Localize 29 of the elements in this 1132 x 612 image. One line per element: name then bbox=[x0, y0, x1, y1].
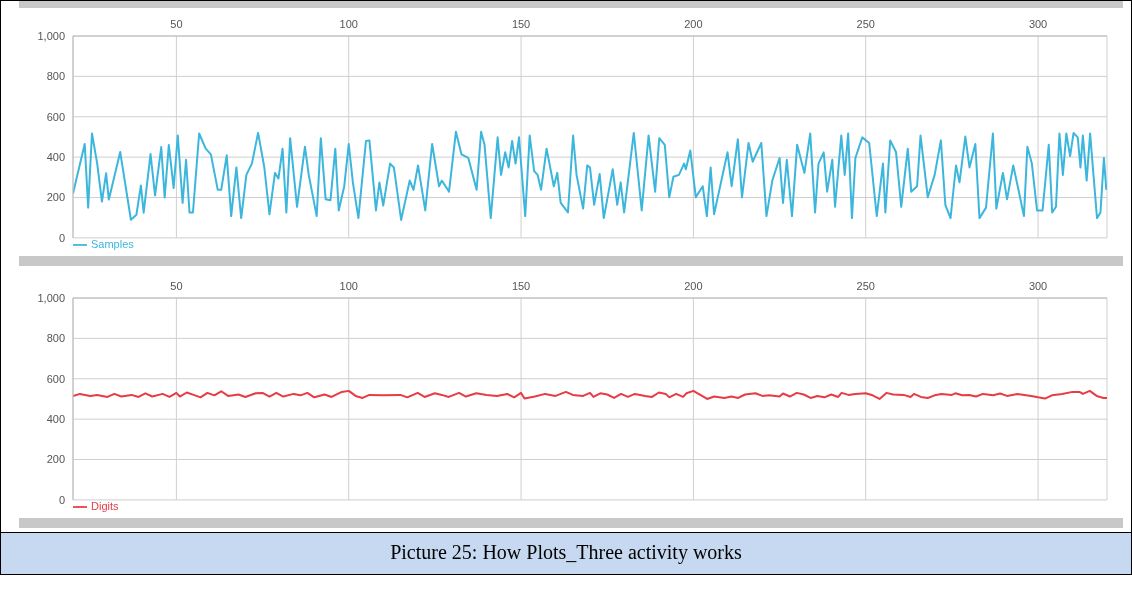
x-tick-label: 100 bbox=[339, 280, 358, 292]
x-tick-label: 150 bbox=[511, 280, 531, 292]
series-label: Samples bbox=[91, 237, 134, 250]
line-series bbox=[73, 130, 1107, 221]
text: Picture 25: How Plots_Three activity works bbox=[1, 532, 1131, 574]
x-tick-label: 250 bbox=[856, 18, 875, 30]
y-tick-label: 1,000 bbox=[37, 291, 65, 304]
y-tick-label: 800 bbox=[46, 70, 65, 83]
y-tick-label: 600 bbox=[46, 110, 65, 123]
y-tick-label: 800 bbox=[46, 332, 65, 345]
x-tick-label: 100 bbox=[339, 18, 358, 30]
y-tick-label: 400 bbox=[46, 413, 65, 426]
x-tick-label: 200 bbox=[684, 18, 703, 30]
y-tick-label: 0 bbox=[58, 231, 65, 244]
x-tick-label: 50 bbox=[170, 18, 183, 30]
line-series bbox=[73, 389, 1107, 400]
y-tick-label: 1,000 bbox=[37, 29, 65, 42]
x-tick-label: 150 bbox=[511, 18, 531, 30]
x-tick-label: 300 bbox=[1028, 18, 1048, 30]
y-tick-label: 400 bbox=[46, 151, 65, 164]
y-tick-label: 600 bbox=[46, 372, 65, 385]
x-tick-label: 250 bbox=[856, 280, 875, 292]
x-tick-label: 200 bbox=[684, 280, 703, 292]
y-tick-label: 200 bbox=[46, 191, 65, 204]
x-tick-label: 300 bbox=[1028, 280, 1048, 292]
y-tick-label: 0 bbox=[58, 493, 65, 506]
y-tick-label: 200 bbox=[46, 453, 65, 466]
text: Digits bbox=[91, 499, 119, 512]
x-tick-label: 50 bbox=[170, 280, 183, 292]
